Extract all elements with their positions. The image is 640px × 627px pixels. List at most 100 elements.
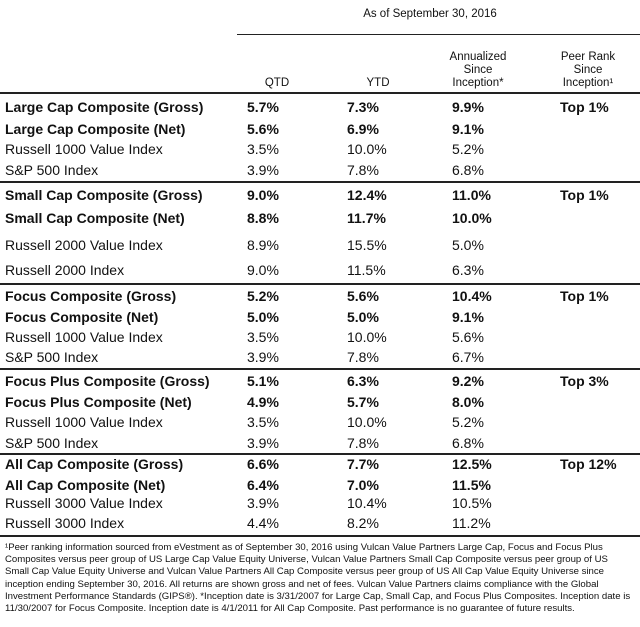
column-header: Inception¹: [562, 77, 614, 89]
cell-value: 3.9%: [247, 435, 279, 451]
cell-value: 6.6%: [247, 456, 279, 472]
cell-value: 7.0%: [347, 477, 379, 493]
row-label: Focus Composite (Net): [5, 309, 159, 325]
cell-value: 10.5%: [452, 495, 492, 511]
row-label: Russell 2000 Value Index: [5, 237, 163, 253]
cell-value: 3.5%: [247, 141, 279, 157]
cell-value: 6.3%: [452, 262, 484, 278]
cell-value: 5.2%: [452, 141, 484, 157]
cell-value: 5.0%: [452, 237, 484, 253]
cell-value: 10.4%: [452, 288, 492, 304]
column-header: Since: [573, 64, 603, 76]
cell-value: 7.3%: [347, 99, 379, 115]
row-label: S&P 500 Index: [5, 435, 99, 451]
cell-value: Top 3%: [560, 373, 609, 389]
cell-value: 5.7%: [347, 394, 379, 410]
cell-value: 11.2%: [452, 515, 491, 531]
rule: [0, 181, 640, 183]
cell-value: 4.9%: [247, 394, 279, 410]
row-label: Large Cap Composite (Net): [5, 121, 186, 137]
row-label: Russell 3000 Index: [5, 515, 125, 531]
row-label: All Cap Composite (Gross): [5, 456, 184, 472]
cell-value: 8.9%: [247, 237, 279, 253]
row-label: Russell 3000 Value Index: [5, 495, 163, 511]
row-label: Russell 1000 Value Index: [5, 414, 163, 430]
cell-value: 11.5%: [347, 262, 386, 278]
rule: [0, 92, 640, 94]
cell-value: Top 1%: [560, 288, 609, 304]
cell-value: 8.8%: [247, 210, 279, 226]
cell-value: 9.9%: [452, 99, 484, 115]
cell-value: 3.9%: [247, 349, 279, 365]
rule: [237, 34, 640, 35]
cell-value: 5.2%: [247, 288, 279, 304]
cell-value: 11.0%: [452, 187, 491, 203]
footnote: ¹Peer ranking information sourced from e…: [5, 542, 631, 615]
cell-value: 9.1%: [452, 309, 484, 325]
cell-value: 7.8%: [347, 162, 379, 178]
cell-value: 7.8%: [347, 435, 379, 451]
row-label: Focus Composite (Gross): [5, 288, 177, 304]
cell-value: 4.4%: [247, 515, 279, 531]
cell-value: 5.1%: [247, 373, 279, 389]
row-label: Russell 1000 Value Index: [5, 141, 163, 157]
cell-value: 9.0%: [247, 262, 279, 278]
row-label: Russell 1000 Value Index: [5, 329, 163, 345]
cell-value: 10.0%: [347, 329, 387, 345]
cell-value: 10.0%: [452, 210, 492, 226]
cell-value: 11.7%: [347, 210, 386, 226]
cell-value: 5.6%: [347, 288, 379, 304]
cell-value: Top 1%: [560, 99, 609, 115]
cell-value: 12.5%: [452, 456, 492, 472]
cell-value: 3.9%: [247, 495, 279, 511]
cell-value: 9.2%: [452, 373, 484, 389]
column-header: QTD: [264, 77, 290, 89]
cell-value: Top 12%: [560, 456, 617, 472]
cell-value: 5.6%: [452, 329, 484, 345]
cell-value: 8.0%: [452, 394, 484, 410]
cell-value: 5.0%: [247, 309, 279, 325]
column-header: Peer Rank: [560, 51, 616, 63]
cell-value: Top 1%: [560, 187, 609, 203]
cell-value: 7.8%: [347, 349, 379, 365]
cell-value: 8.2%: [347, 515, 379, 531]
cell-value: 6.8%: [452, 162, 484, 178]
cell-value: 11.5%: [452, 477, 491, 493]
rule: [0, 368, 640, 370]
cell-value: 15.5%: [347, 237, 387, 253]
cell-value: 5.7%: [247, 99, 279, 115]
cell-value: 3.5%: [247, 329, 279, 345]
row-label: Russell 2000 Index: [5, 262, 125, 278]
rule: [0, 453, 640, 455]
cell-value: 10.0%: [347, 414, 387, 430]
cell-value: 5.2%: [452, 414, 484, 430]
column-header: Annualized: [449, 51, 507, 63]
cell-value: 7.7%: [347, 456, 379, 472]
column-header: Inception*: [452, 77, 504, 89]
as-of: As of September 30, 2016: [363, 8, 497, 20]
row-label: Focus Plus Composite (Gross): [5, 373, 210, 389]
column-header: Since: [463, 64, 493, 76]
cell-value: 6.9%: [347, 121, 379, 137]
cell-value: 6.3%: [347, 373, 379, 389]
cell-value: 6.7%: [452, 349, 484, 365]
cell-value: 3.5%: [247, 414, 279, 430]
cell-value: 5.6%: [247, 121, 279, 137]
cell-value: 12.4%: [347, 187, 387, 203]
cell-value: 5.0%: [347, 309, 379, 325]
row-label: S&P 500 Index: [5, 162, 99, 178]
cell-value: 10.4%: [347, 495, 387, 511]
row-label: Small Cap Composite (Gross): [5, 187, 203, 203]
row-label: S&P 500 Index: [5, 349, 99, 365]
row-label: Large Cap Composite (Gross): [5, 99, 204, 115]
row-label: All Cap Composite (Net): [5, 477, 166, 493]
cell-value: 9.1%: [452, 121, 484, 137]
column-header: YTD: [366, 77, 390, 89]
cell-value: 6.4%: [247, 477, 279, 493]
cell-value: 3.9%: [247, 162, 279, 178]
rule: [0, 535, 640, 537]
cell-value: 9.0%: [247, 187, 279, 203]
row-label: Focus Plus Composite (Net): [5, 394, 192, 410]
cell-value: 10.0%: [347, 141, 387, 157]
